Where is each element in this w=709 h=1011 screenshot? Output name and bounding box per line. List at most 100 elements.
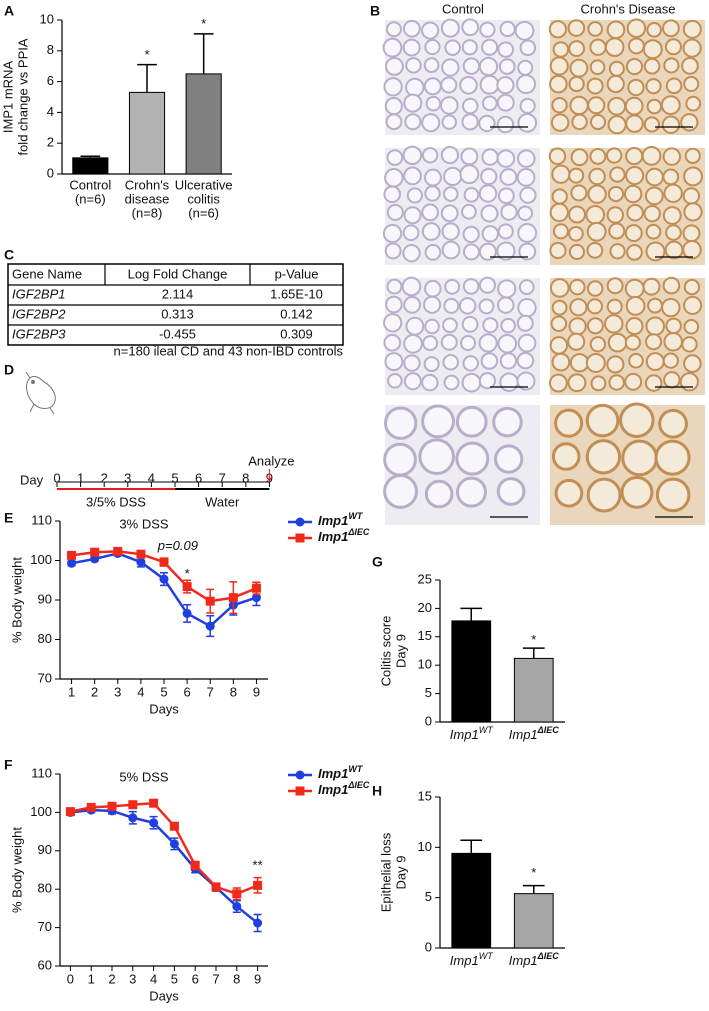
crypt <box>421 222 441 241</box>
crypt <box>568 167 585 184</box>
event-arrowhead <box>265 475 273 482</box>
y-tick-label: 0 <box>425 939 432 954</box>
crypt <box>459 75 478 95</box>
crypt <box>517 59 534 76</box>
crypt <box>549 336 569 355</box>
x-tick-label: 7 <box>207 684 214 699</box>
crypt <box>383 406 418 440</box>
crypt <box>663 57 680 74</box>
crypt <box>403 206 422 225</box>
crypt <box>402 19 421 38</box>
crypt <box>646 22 662 38</box>
crypt <box>402 145 423 166</box>
crypt <box>665 224 682 241</box>
crypt <box>442 317 458 334</box>
crypt <box>681 57 699 75</box>
crypt <box>626 244 643 261</box>
x-tick-label: 9 <box>253 684 260 699</box>
crypt <box>461 203 477 220</box>
column-title: Control <box>442 1 484 16</box>
crypt <box>478 184 498 203</box>
crypt <box>626 203 644 222</box>
crypt <box>589 114 607 131</box>
crypt <box>645 78 662 95</box>
crypt <box>496 76 515 95</box>
crypt <box>423 57 440 74</box>
crypt <box>441 114 457 130</box>
crypt <box>589 147 607 165</box>
crypt <box>645 241 666 262</box>
crypt <box>549 74 568 94</box>
crypt <box>624 96 644 116</box>
crypt <box>606 206 625 224</box>
crypt <box>683 295 703 315</box>
crypt <box>663 371 681 389</box>
timeline-day: 5 <box>171 470 178 485</box>
table-note: n=180 ileal CD and 43 non-IBD controls <box>114 343 344 358</box>
marker <box>182 582 192 592</box>
crypt <box>497 223 514 240</box>
x-tick-label: disease <box>125 191 170 206</box>
crypt <box>404 113 422 131</box>
bar <box>185 73 222 175</box>
crypt <box>439 96 459 115</box>
crypt <box>421 373 439 392</box>
crypt <box>551 164 571 184</box>
label-sup: WT <box>479 725 494 735</box>
crypt <box>658 408 688 439</box>
crypt <box>654 439 691 476</box>
crypt <box>460 335 477 351</box>
marker <box>149 818 159 828</box>
panel-label: D <box>4 362 14 378</box>
crypt <box>606 298 623 315</box>
crypt <box>625 147 644 166</box>
crypt <box>418 438 455 475</box>
crypt <box>567 19 586 37</box>
crypt <box>606 147 623 164</box>
crypt <box>620 475 654 509</box>
crypt <box>586 241 604 259</box>
crypt <box>403 93 423 113</box>
y-axis-label: Day 9 <box>393 634 408 668</box>
table-header: Log Fold Change <box>128 266 228 281</box>
micrograph-grid <box>382 18 705 525</box>
crypt <box>455 476 487 508</box>
legend-label: Imp1WT <box>318 511 364 528</box>
crypt <box>481 38 499 56</box>
chart-title: 3% DSS <box>119 516 168 531</box>
crypt <box>569 298 588 317</box>
crypt <box>481 95 498 112</box>
crypt <box>479 74 500 95</box>
marker <box>232 901 242 911</box>
x-tick-label: Imp1WT <box>450 725 494 742</box>
crypt <box>624 334 641 351</box>
x-tick-label: 8 <box>233 971 240 986</box>
crypt <box>679 372 699 392</box>
legend-name: Imp1 <box>318 766 348 781</box>
crypt <box>478 372 497 390</box>
crypt <box>585 439 622 475</box>
crypt <box>624 224 643 243</box>
x-tick-label: Imp1WT <box>450 951 494 968</box>
crypt <box>645 316 665 336</box>
table-cell: 0.313 <box>161 306 194 321</box>
x-tick-label: Crohn's <box>125 177 170 192</box>
y-tick-label: 100 <box>30 804 52 819</box>
y-tick-label: 0 <box>47 165 54 180</box>
series-line <box>70 801 259 896</box>
crypt <box>664 38 682 56</box>
crypt <box>645 167 664 187</box>
crypt <box>604 314 624 334</box>
x-axis-label: Days <box>149 701 179 716</box>
bar <box>451 620 492 723</box>
crypt <box>499 168 518 186</box>
marker <box>190 860 200 870</box>
crypt <box>384 56 404 76</box>
crypt <box>424 185 441 202</box>
crypt <box>568 243 585 261</box>
crypt <box>421 21 440 40</box>
legend-name: Imp1 <box>318 513 348 528</box>
crypt <box>683 318 700 335</box>
crypt <box>514 20 535 41</box>
